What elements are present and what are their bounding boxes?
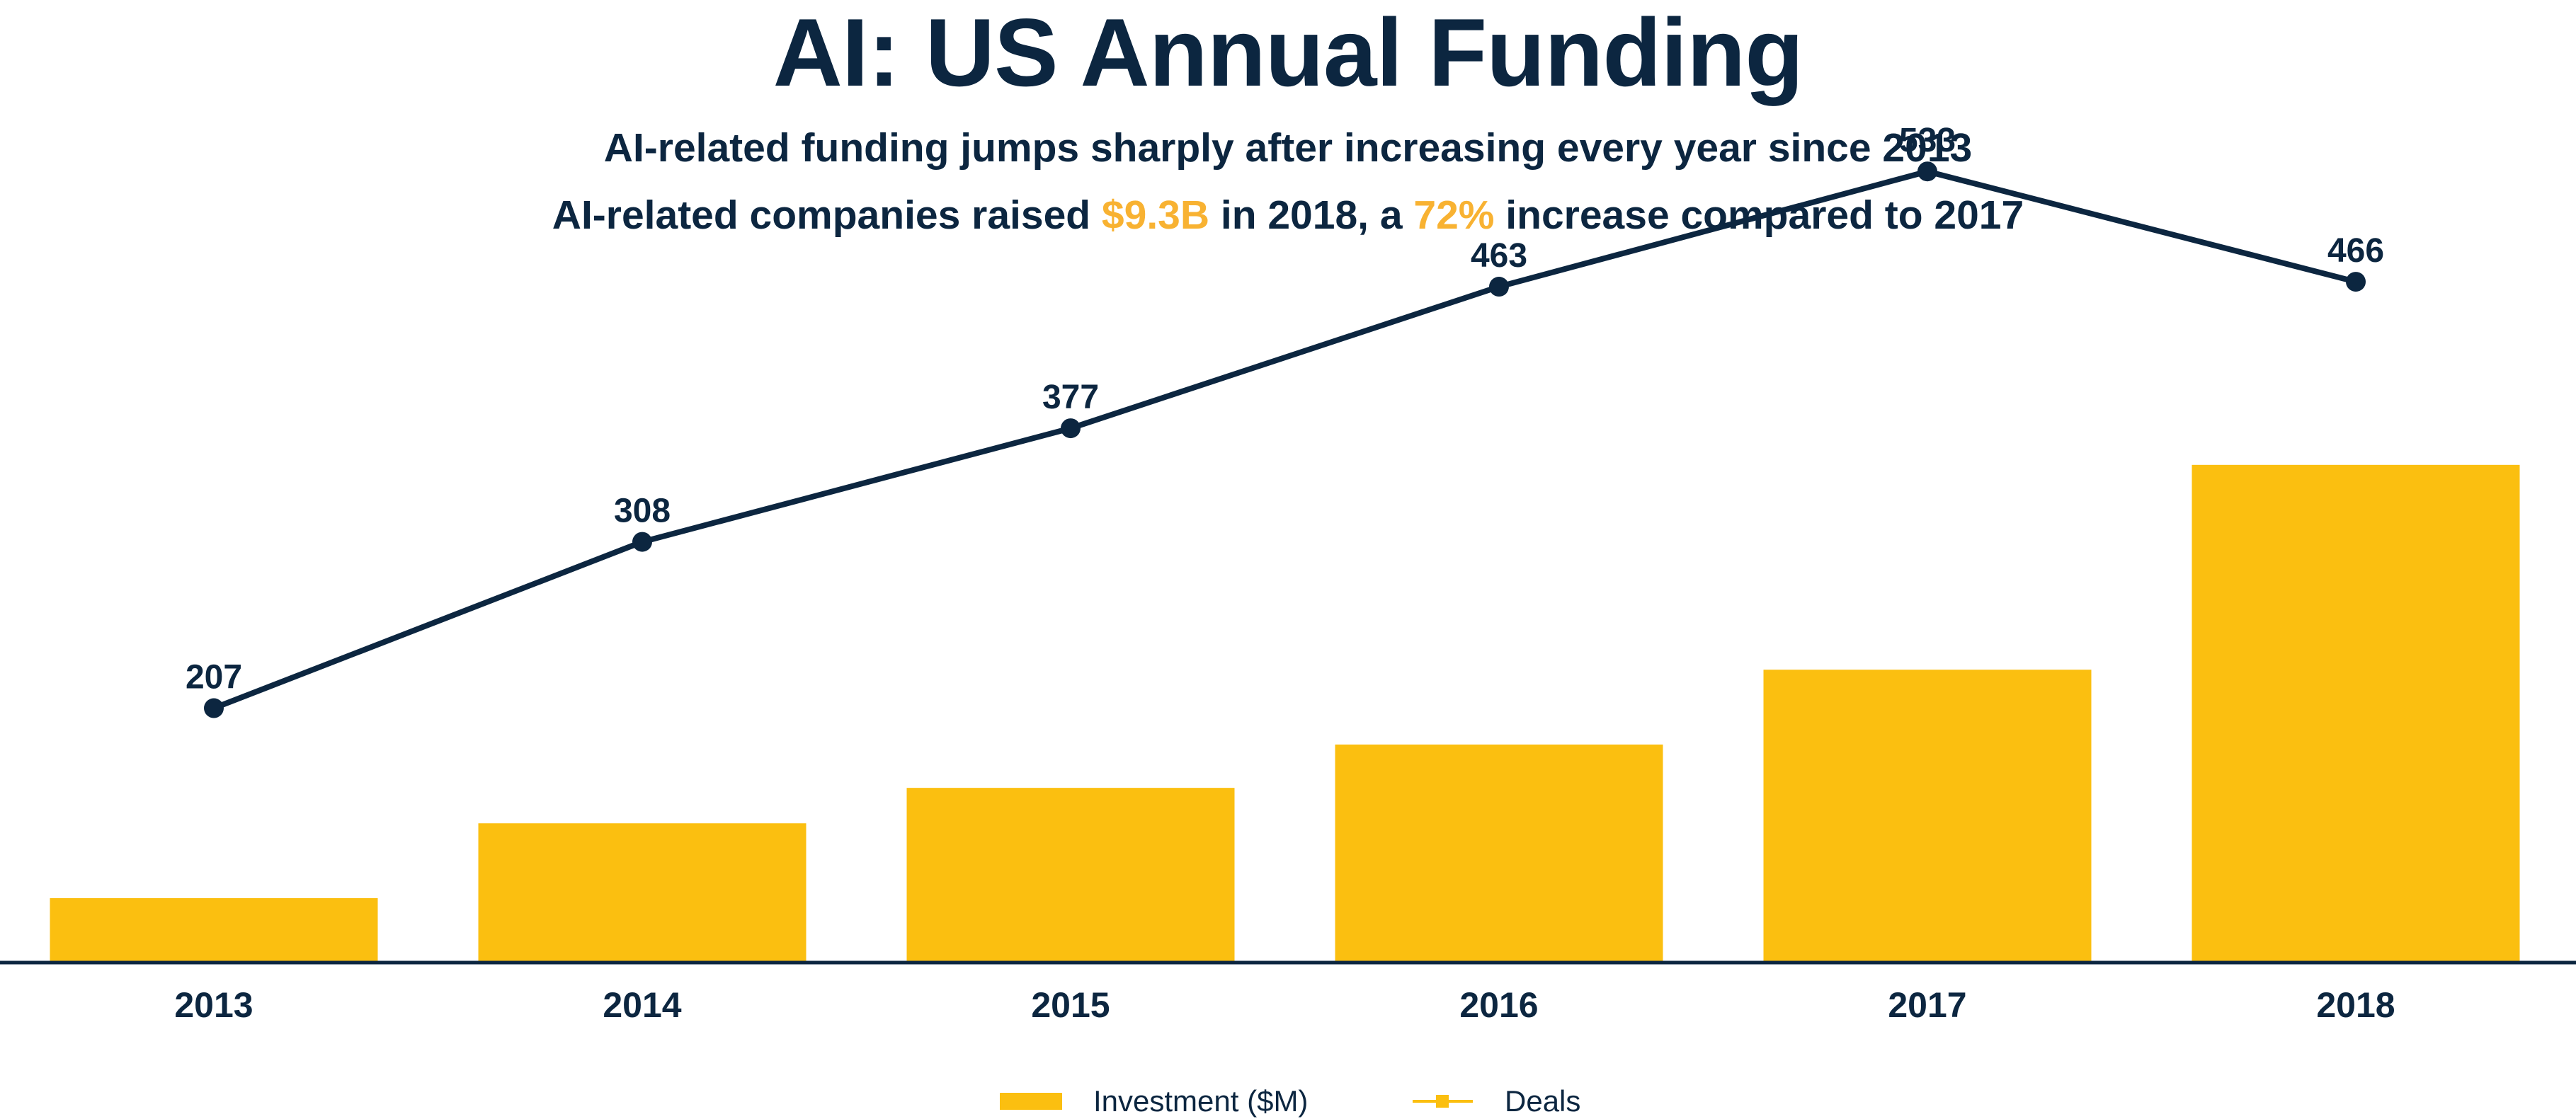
- x-tick-label-2018: 2018: [2316, 985, 2395, 1025]
- subtitle-2-highlight-amount: $9.3B: [1101, 193, 1210, 238]
- deals-point-2014: [632, 532, 652, 552]
- legend-deals-marker-icon: [1436, 1095, 1449, 1108]
- bar-series: [50, 464, 2520, 961]
- deals-label-2017: 533: [1899, 122, 1956, 159]
- x-tick-label-2016: 2016: [1459, 985, 1538, 1025]
- deals-point-2013: [204, 698, 224, 718]
- deals-line: [212, 168, 2356, 711]
- deals-point-2018: [2346, 272, 2366, 292]
- legend: Investment ($M) Deals: [1000, 1084, 1580, 1118]
- x-tick-label-2014: 2014: [603, 985, 681, 1025]
- chart-subtitle-2: AI-related companies raised $9.3B in 201…: [0, 195, 2576, 236]
- deals-point-2017: [1917, 161, 1937, 182]
- x-tick-label-2013: 2013: [174, 985, 253, 1025]
- x-tick-label-2017: 2017: [1888, 985, 1966, 1025]
- bar-2015: [906, 788, 1235, 961]
- bar-2018: [2192, 464, 2520, 961]
- deals-point-2016: [1489, 277, 1509, 297]
- legend-deals-label: Deals: [1505, 1084, 1580, 1118]
- chart-title: AI: US Annual Funding: [773, 0, 1804, 106]
- x-tick-label-2015: 2015: [1031, 985, 1110, 1025]
- deals-label-2013: 207: [186, 659, 242, 696]
- legend-investment-swatch-icon: [1000, 1093, 1062, 1110]
- subtitle-2-part2: in 2018, a: [1209, 193, 1414, 238]
- chart-subtitle-1: AI-related funding jumps sharply after i…: [603, 125, 1973, 171]
- deals-label-2016: 463: [1471, 237, 1527, 275]
- bar-2016: [1335, 744, 1663, 961]
- x-axis-tick-labels: 2013 2014 2015 2016 2017 2018: [174, 985, 2395, 1025]
- bar-2014: [478, 823, 807, 961]
- bar-2013: [50, 897, 378, 961]
- bar-2017: [1763, 670, 2092, 961]
- deals-point-2015: [1061, 418, 1081, 439]
- subtitle-2-highlight-percent: 72%: [1413, 193, 1495, 238]
- legend-investment-label: Investment ($M): [1093, 1084, 1308, 1118]
- subtitle-2-part1: AI-related companies raised: [552, 193, 1102, 238]
- deals-label-2015: 377: [1042, 379, 1099, 416]
- deals-line-series: 207 308 377 463 533 466: [186, 122, 2384, 718]
- deals-label-2018: 466: [2327, 232, 2384, 270]
- deals-label-2014: 308: [614, 493, 671, 530]
